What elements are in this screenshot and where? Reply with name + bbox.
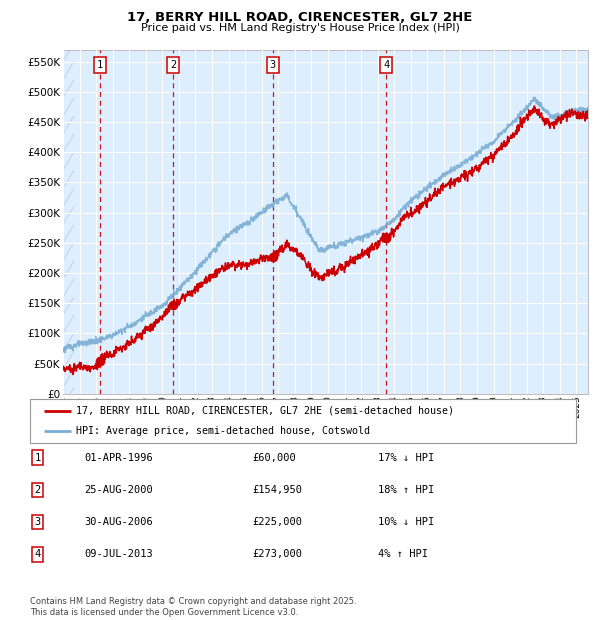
- Text: 3: 3: [35, 517, 41, 527]
- Text: HPI: Average price, semi-detached house, Cotswold: HPI: Average price, semi-detached house,…: [76, 426, 370, 436]
- Text: 2: 2: [170, 60, 176, 70]
- Text: 30-AUG-2006: 30-AUG-2006: [84, 517, 153, 527]
- Text: 17% ↓ HPI: 17% ↓ HPI: [378, 453, 434, 463]
- Text: 25-AUG-2000: 25-AUG-2000: [84, 485, 153, 495]
- Text: £273,000: £273,000: [252, 549, 302, 559]
- Text: 1: 1: [97, 60, 103, 70]
- Text: 01-APR-1996: 01-APR-1996: [84, 453, 153, 463]
- Text: £154,950: £154,950: [252, 485, 302, 495]
- Text: 17, BERRY HILL ROAD, CIRENCESTER, GL7 2HE: 17, BERRY HILL ROAD, CIRENCESTER, GL7 2H…: [127, 11, 473, 24]
- Text: Contains HM Land Registry data © Crown copyright and database right 2025.
This d: Contains HM Land Registry data © Crown c…: [30, 598, 356, 617]
- Text: 3: 3: [269, 60, 276, 70]
- Text: 17, BERRY HILL ROAD, CIRENCESTER, GL7 2HE (semi-detached house): 17, BERRY HILL ROAD, CIRENCESTER, GL7 2H…: [76, 405, 454, 416]
- Text: £60,000: £60,000: [252, 453, 296, 463]
- Text: 4: 4: [35, 549, 41, 559]
- FancyBboxPatch shape: [30, 399, 576, 443]
- Text: 09-JUL-2013: 09-JUL-2013: [84, 549, 153, 559]
- Text: 4% ↑ HPI: 4% ↑ HPI: [378, 549, 428, 559]
- Text: 2: 2: [35, 485, 41, 495]
- Text: 1: 1: [35, 453, 41, 463]
- Text: £225,000: £225,000: [252, 517, 302, 527]
- Bar: [63, 50, 74, 394]
- Text: 18% ↑ HPI: 18% ↑ HPI: [378, 485, 434, 495]
- Text: 10% ↓ HPI: 10% ↓ HPI: [378, 517, 434, 527]
- Text: 4: 4: [383, 60, 389, 70]
- Text: Price paid vs. HM Land Registry's House Price Index (HPI): Price paid vs. HM Land Registry's House …: [140, 23, 460, 33]
